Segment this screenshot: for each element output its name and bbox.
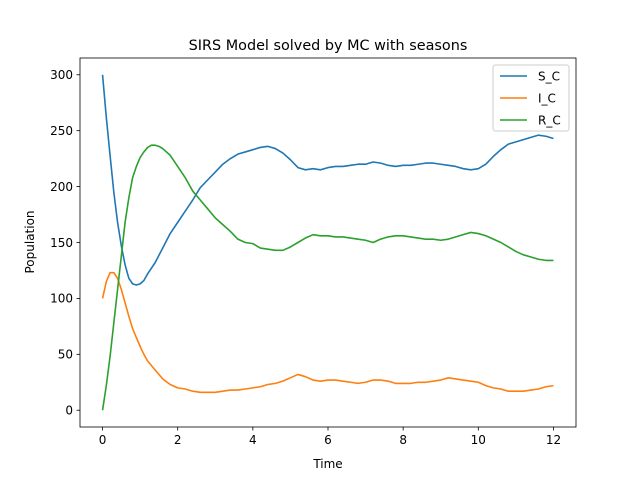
x-axis-label: Time [312, 457, 342, 471]
legend-label: S_C [538, 69, 560, 83]
legend-box [492, 64, 570, 132]
legend-label: I_C [538, 91, 556, 105]
plot-lines [101, 74, 554, 411]
y-tick-label: 50 [58, 348, 73, 362]
x-tick-label: 4 [249, 433, 257, 447]
y-tick-label: 100 [50, 292, 73, 306]
legend: S_C I_C R_C [492, 64, 570, 132]
chart-title: SIRS Model solved by MC with seasons [189, 38, 468, 54]
x-tick-label: 12 [546, 433, 561, 447]
x-tick-label: 8 [399, 433, 407, 447]
x-tick-label: 0 [99, 433, 107, 447]
y-tick-label: 250 [50, 124, 73, 138]
series-line-i-c [101, 271, 554, 394]
y-axis-ticks: 0 50 100 150 200 250 300 [50, 68, 80, 418]
series-line-r-c [101, 144, 554, 411]
x-tick-label: 6 [324, 433, 332, 447]
x-tick-label: 2 [174, 433, 182, 447]
y-tick-label: 200 [50, 180, 73, 194]
series-line-s-c [101, 74, 554, 286]
y-tick-label: 300 [50, 68, 73, 82]
x-tick-label: 10 [471, 433, 486, 447]
y-tick-label: 0 [65, 404, 73, 418]
y-tick-label: 150 [50, 236, 73, 250]
x-axis-ticks: 0 2 4 6 8 10 12 [99, 427, 561, 447]
y-axis-label: Population [23, 210, 37, 273]
legend-label: R_C [538, 113, 561, 127]
